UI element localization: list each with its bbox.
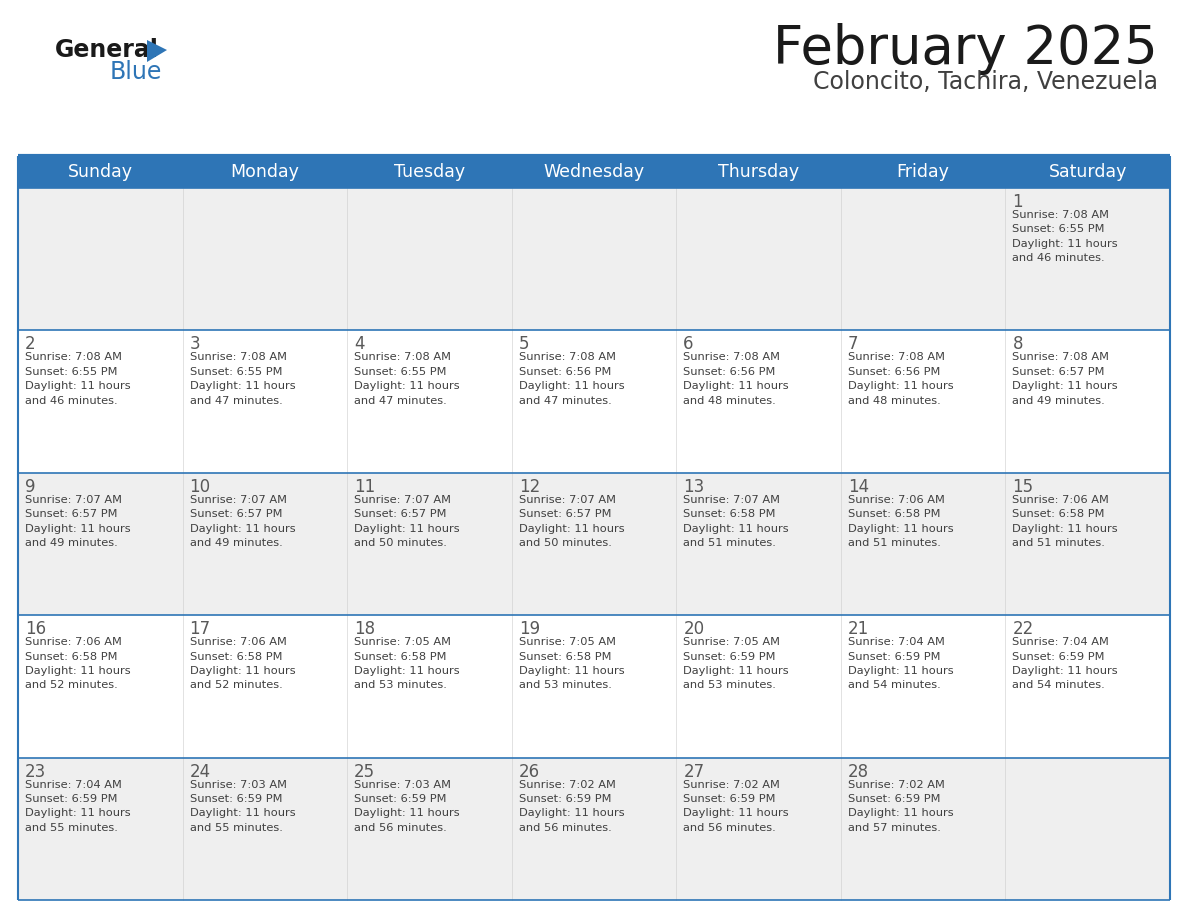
Text: 8: 8 (1012, 335, 1023, 353)
Text: 19: 19 (519, 621, 539, 638)
Text: Sunrise: 7:05 AM
Sunset: 6:58 PM
Daylight: 11 hours
and 53 minutes.: Sunrise: 7:05 AM Sunset: 6:58 PM Dayligh… (354, 637, 460, 690)
Bar (18, 615, 1170, 757)
Text: 21: 21 (848, 621, 870, 638)
Text: Saturday: Saturday (1049, 163, 1127, 181)
Text: Sunrise: 7:08 AM
Sunset: 6:55 PM
Daylight: 11 hours
and 46 minutes.: Sunrise: 7:08 AM Sunset: 6:55 PM Dayligh… (1012, 210, 1118, 263)
Text: 25: 25 (354, 763, 375, 780)
Text: Sunrise: 7:05 AM
Sunset: 6:59 PM
Daylight: 11 hours
and 53 minutes.: Sunrise: 7:05 AM Sunset: 6:59 PM Dayligh… (683, 637, 789, 690)
Text: Tuesday: Tuesday (394, 163, 465, 181)
Text: Sunrise: 7:03 AM
Sunset: 6:59 PM
Daylight: 11 hours
and 55 minutes.: Sunrise: 7:03 AM Sunset: 6:59 PM Dayligh… (190, 779, 295, 833)
Text: Sunrise: 7:02 AM
Sunset: 6:59 PM
Daylight: 11 hours
and 56 minutes.: Sunrise: 7:02 AM Sunset: 6:59 PM Dayligh… (519, 779, 625, 833)
Text: Sunrise: 7:05 AM
Sunset: 6:58 PM
Daylight: 11 hours
and 53 minutes.: Sunrise: 7:05 AM Sunset: 6:58 PM Dayligh… (519, 637, 625, 690)
Text: Sunrise: 7:07 AM
Sunset: 6:57 PM
Daylight: 11 hours
and 49 minutes.: Sunrise: 7:07 AM Sunset: 6:57 PM Dayligh… (25, 495, 131, 548)
Text: General: General (55, 38, 159, 62)
Bar (18, 188, 1170, 330)
Text: 9: 9 (25, 477, 36, 496)
Text: 24: 24 (190, 763, 210, 780)
Text: Sunrise: 7:08 AM
Sunset: 6:56 PM
Daylight: 11 hours
and 47 minutes.: Sunrise: 7:08 AM Sunset: 6:56 PM Dayligh… (519, 353, 625, 406)
Text: Sunrise: 7:08 AM
Sunset: 6:56 PM
Daylight: 11 hours
and 48 minutes.: Sunrise: 7:08 AM Sunset: 6:56 PM Dayligh… (848, 353, 954, 406)
Text: 10: 10 (190, 477, 210, 496)
Polygon shape (147, 40, 168, 62)
Text: Sunrise: 7:06 AM
Sunset: 6:58 PM
Daylight: 11 hours
and 51 minutes.: Sunrise: 7:06 AM Sunset: 6:58 PM Dayligh… (848, 495, 954, 548)
Text: Sunrise: 7:04 AM
Sunset: 6:59 PM
Daylight: 11 hours
and 54 minutes.: Sunrise: 7:04 AM Sunset: 6:59 PM Dayligh… (1012, 637, 1118, 690)
Text: Sunrise: 7:08 AM
Sunset: 6:55 PM
Daylight: 11 hours
and 47 minutes.: Sunrise: 7:08 AM Sunset: 6:55 PM Dayligh… (354, 353, 460, 406)
Text: 17: 17 (190, 621, 210, 638)
Text: Sunrise: 7:06 AM
Sunset: 6:58 PM
Daylight: 11 hours
and 52 minutes.: Sunrise: 7:06 AM Sunset: 6:58 PM Dayligh… (25, 637, 131, 690)
Text: 15: 15 (1012, 477, 1034, 496)
Bar (18, 330, 1170, 473)
Text: Sunrise: 7:08 AM
Sunset: 6:55 PM
Daylight: 11 hours
and 47 minutes.: Sunrise: 7:08 AM Sunset: 6:55 PM Dayligh… (190, 353, 295, 406)
Text: 6: 6 (683, 335, 694, 353)
Text: Sunrise: 7:04 AM
Sunset: 6:59 PM
Daylight: 11 hours
and 54 minutes.: Sunrise: 7:04 AM Sunset: 6:59 PM Dayligh… (848, 637, 954, 690)
Bar (18, 156, 1170, 188)
Text: 27: 27 (683, 763, 704, 780)
Text: Sunrise: 7:03 AM
Sunset: 6:59 PM
Daylight: 11 hours
and 56 minutes.: Sunrise: 7:03 AM Sunset: 6:59 PM Dayligh… (354, 779, 460, 833)
Text: 2: 2 (25, 335, 36, 353)
Text: 28: 28 (848, 763, 868, 780)
Text: Sunrise: 7:07 AM
Sunset: 6:57 PM
Daylight: 11 hours
and 49 minutes.: Sunrise: 7:07 AM Sunset: 6:57 PM Dayligh… (190, 495, 295, 548)
Text: Blue: Blue (110, 60, 163, 84)
Text: Coloncito, Tachira, Venezuela: Coloncito, Tachira, Venezuela (813, 70, 1158, 94)
Text: Sunrise: 7:08 AM
Sunset: 6:56 PM
Daylight: 11 hours
and 48 minutes.: Sunrise: 7:08 AM Sunset: 6:56 PM Dayligh… (683, 353, 789, 406)
Text: Sunrise: 7:06 AM
Sunset: 6:58 PM
Daylight: 11 hours
and 51 minutes.: Sunrise: 7:06 AM Sunset: 6:58 PM Dayligh… (1012, 495, 1118, 548)
Text: Thursday: Thursday (718, 163, 800, 181)
Text: 3: 3 (190, 335, 201, 353)
Text: Sunrise: 7:07 AM
Sunset: 6:57 PM
Daylight: 11 hours
and 50 minutes.: Sunrise: 7:07 AM Sunset: 6:57 PM Dayligh… (519, 495, 625, 548)
Text: Sunrise: 7:07 AM
Sunset: 6:57 PM
Daylight: 11 hours
and 50 minutes.: Sunrise: 7:07 AM Sunset: 6:57 PM Dayligh… (354, 495, 460, 548)
Text: Sunrise: 7:06 AM
Sunset: 6:58 PM
Daylight: 11 hours
and 52 minutes.: Sunrise: 7:06 AM Sunset: 6:58 PM Dayligh… (190, 637, 295, 690)
Text: 26: 26 (519, 763, 539, 780)
Text: 14: 14 (848, 477, 868, 496)
Bar (18, 473, 1170, 615)
Text: Sunrise: 7:02 AM
Sunset: 6:59 PM
Daylight: 11 hours
and 57 minutes.: Sunrise: 7:02 AM Sunset: 6:59 PM Dayligh… (848, 779, 954, 833)
Text: 7: 7 (848, 335, 859, 353)
Text: 11: 11 (354, 477, 375, 496)
Text: Sunrise: 7:04 AM
Sunset: 6:59 PM
Daylight: 11 hours
and 55 minutes.: Sunrise: 7:04 AM Sunset: 6:59 PM Dayligh… (25, 779, 131, 833)
Text: 12: 12 (519, 477, 541, 496)
Text: Wednesday: Wednesday (543, 163, 645, 181)
Text: 23: 23 (25, 763, 46, 780)
Text: 1: 1 (1012, 193, 1023, 211)
Text: Sunrise: 7:08 AM
Sunset: 6:55 PM
Daylight: 11 hours
and 46 minutes.: Sunrise: 7:08 AM Sunset: 6:55 PM Dayligh… (25, 353, 131, 406)
Text: Sunday: Sunday (68, 163, 133, 181)
Text: Sunrise: 7:08 AM
Sunset: 6:57 PM
Daylight: 11 hours
and 49 minutes.: Sunrise: 7:08 AM Sunset: 6:57 PM Dayligh… (1012, 353, 1118, 406)
Text: 20: 20 (683, 621, 704, 638)
Text: 4: 4 (354, 335, 365, 353)
Bar (18, 757, 1170, 900)
Text: 18: 18 (354, 621, 375, 638)
Text: 16: 16 (25, 621, 46, 638)
Text: Sunrise: 7:07 AM
Sunset: 6:58 PM
Daylight: 11 hours
and 51 minutes.: Sunrise: 7:07 AM Sunset: 6:58 PM Dayligh… (683, 495, 789, 548)
Text: Friday: Friday (897, 163, 949, 181)
Text: 22: 22 (1012, 621, 1034, 638)
Text: February 2025: February 2025 (773, 23, 1158, 75)
Text: 5: 5 (519, 335, 529, 353)
Text: Sunrise: 7:02 AM
Sunset: 6:59 PM
Daylight: 11 hours
and 56 minutes.: Sunrise: 7:02 AM Sunset: 6:59 PM Dayligh… (683, 779, 789, 833)
Text: Monday: Monday (230, 163, 299, 181)
Text: 13: 13 (683, 477, 704, 496)
